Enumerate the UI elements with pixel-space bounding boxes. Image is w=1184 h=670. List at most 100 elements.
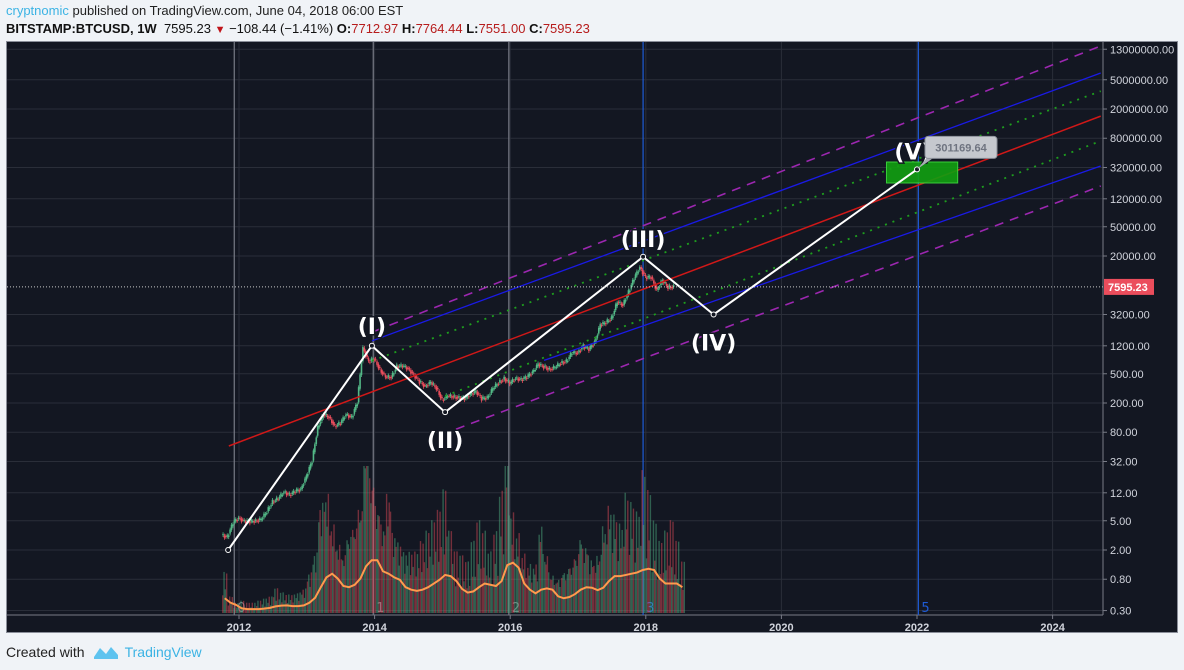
candle-body <box>555 366 558 368</box>
channel-line-dotted-lower <box>444 140 1102 397</box>
price-axis-label: 3200.00 <box>1110 309 1150 321</box>
volume-bar <box>357 509 360 613</box>
target-price-label: 301169.64 <box>935 142 987 154</box>
volume-ma-line <box>224 559 683 611</box>
volume-bar <box>338 544 341 613</box>
volume-bar <box>647 490 649 613</box>
candle-body <box>284 491 286 493</box>
volume-bar <box>252 608 255 613</box>
volume-bar <box>398 565 400 613</box>
volume-bar <box>451 563 454 613</box>
candle-body <box>288 493 291 495</box>
candle-body <box>448 395 450 397</box>
volume-bar <box>569 568 571 613</box>
candle-body <box>412 373 415 375</box>
volume-bar <box>271 596 273 613</box>
price-axis-label: 13000000.00 <box>1110 44 1174 56</box>
volume-bar <box>443 554 446 613</box>
candle-body <box>299 488 302 490</box>
volume-bar <box>316 552 318 613</box>
volume-bar <box>624 492 626 613</box>
volume-bar <box>527 567 529 613</box>
candle-body <box>620 303 623 306</box>
volume-bar <box>600 554 602 613</box>
volume-bar <box>586 554 588 613</box>
volume-bar <box>388 502 390 613</box>
volume-bar <box>265 598 267 613</box>
volume-bar <box>480 568 482 613</box>
volume-bar <box>308 574 310 613</box>
candle-body <box>456 397 459 399</box>
candle-body <box>315 437 318 444</box>
tradingview-link[interactable]: TradingView <box>124 644 202 660</box>
candle-body <box>473 391 476 393</box>
candle-body <box>493 387 496 389</box>
candle-body <box>436 387 439 390</box>
candle-body <box>670 287 672 289</box>
candle-body <box>294 492 296 494</box>
candle-body <box>527 374 529 378</box>
candle-body <box>270 505 272 507</box>
candle-body <box>446 396 449 398</box>
chart-panel[interactable]: 13000000.00 5000000.00 2000000.00 800000.00… <box>6 41 1179 634</box>
candle-body <box>551 368 553 370</box>
author-link[interactable]: cryptnomic <box>6 3 69 18</box>
price-chart[interactable]: 13000000.00 5000000.00 2000000.00 800000.00… <box>7 42 1179 634</box>
candle-body <box>644 274 647 277</box>
candle-body <box>477 393 480 395</box>
candle-body <box>482 396 484 399</box>
candle-body <box>349 415 351 417</box>
candle-body <box>564 362 566 364</box>
candle-body <box>408 368 411 370</box>
candle-body <box>237 517 240 519</box>
current-price-badge <box>1104 278 1154 295</box>
candle-body <box>352 415 354 418</box>
candle-body <box>480 396 483 401</box>
candle-body <box>331 419 333 423</box>
candle-body <box>500 381 503 383</box>
candle-body <box>508 382 511 385</box>
volume-bar <box>476 522 478 613</box>
volume-bar <box>291 595 293 613</box>
candle-body <box>342 417 344 421</box>
vertical-marker-label: 2 <box>512 601 520 616</box>
volume-bar <box>645 558 648 613</box>
candle-body <box>253 521 255 523</box>
volume-bar <box>634 562 636 613</box>
candle-body <box>589 345 592 350</box>
channel-line-inner-lower <box>543 165 1101 361</box>
volume-bar <box>332 546 334 613</box>
volume-bar <box>284 600 286 613</box>
candle-body <box>355 404 357 410</box>
volume-bar <box>532 568 535 613</box>
candle-body <box>579 350 582 352</box>
candle-body <box>581 347 583 350</box>
candle-body <box>302 484 305 486</box>
volume-bar <box>367 466 369 613</box>
candle-body <box>386 377 388 379</box>
volume-bar <box>628 554 631 613</box>
volume-bar <box>655 523 657 613</box>
candle-body <box>507 380 510 382</box>
time-axis-label: 2012 <box>227 622 251 634</box>
symbol-name: BITSTAMP:BTCUSD, 1W <box>6 21 157 36</box>
volume-bar <box>360 520 362 613</box>
candle-body <box>458 396 460 398</box>
candle-body <box>287 493 289 495</box>
candle-body <box>599 324 601 330</box>
candle-body <box>417 378 419 380</box>
volume-bar <box>459 555 461 613</box>
volume-bar <box>453 551 456 613</box>
volume-bar <box>385 493 388 613</box>
volume-bar <box>674 574 676 613</box>
volume-bar <box>676 579 679 613</box>
volume-bar <box>327 493 330 613</box>
volume-bar <box>391 532 393 613</box>
candle-body <box>432 383 435 385</box>
candle-body <box>497 384 500 386</box>
candle-body <box>535 365 538 369</box>
candle-body <box>226 535 229 537</box>
vertical-marker-label: 5 <box>921 601 929 616</box>
volume-bar <box>309 586 311 613</box>
volume-bar <box>668 565 670 613</box>
